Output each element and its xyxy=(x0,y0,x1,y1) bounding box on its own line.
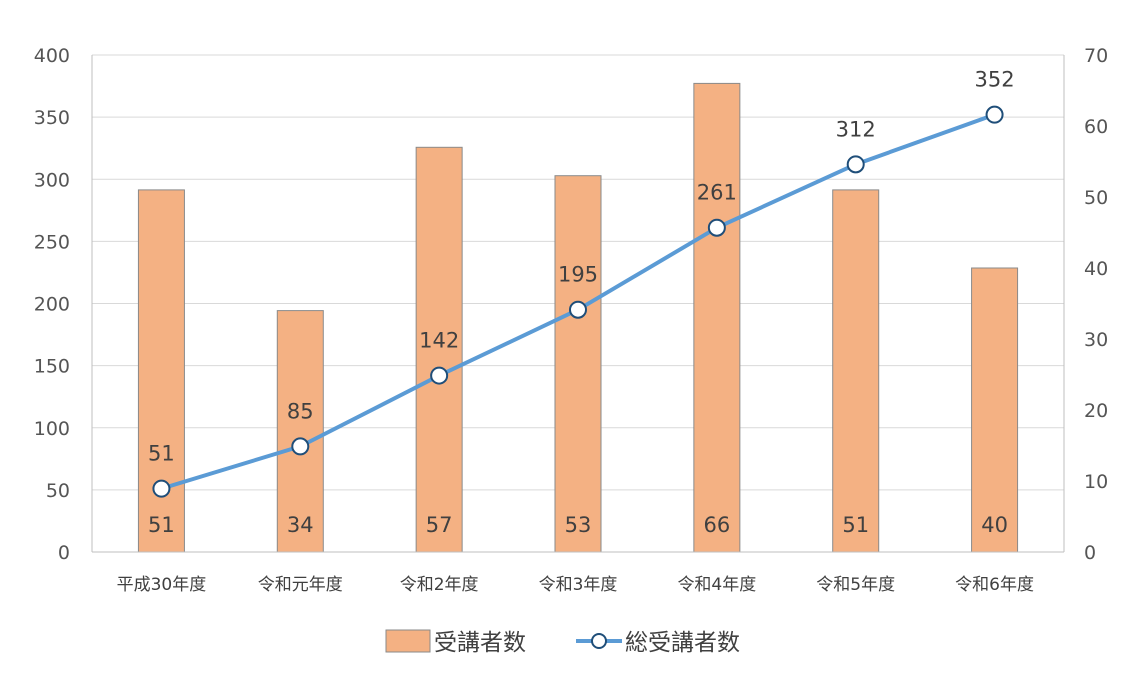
line-point xyxy=(707,218,726,237)
left-tick-label: 200 xyxy=(34,294,70,316)
line-point xyxy=(846,155,865,174)
x-tick-label: 令和4年度 xyxy=(677,575,756,595)
bar-data-label: 34 xyxy=(287,513,314,537)
data-labels: 51 34 57 53 66 51 40 51 85 142 195 261 312 352 xyxy=(148,68,1015,537)
right-tick-label: 40 xyxy=(1084,258,1108,280)
legend-label-line: 総受講者数 xyxy=(625,630,740,656)
bar-data-label: 51 xyxy=(148,513,175,537)
legend: 受講者数 総受講者数 xyxy=(385,629,740,656)
left-tick-label: 250 xyxy=(34,231,70,253)
line-data-label: 142 xyxy=(419,329,459,353)
line-data-label: 85 xyxy=(287,399,314,423)
line-data-label: 312 xyxy=(836,117,876,141)
bar xyxy=(971,267,1019,553)
bar xyxy=(137,189,185,553)
bar-data-label: 40 xyxy=(981,513,1008,537)
line-data-label: 352 xyxy=(975,68,1015,92)
x-tick-label: 令和2年度 xyxy=(400,575,479,595)
line-data-label: 195 xyxy=(558,263,598,287)
line-point xyxy=(291,437,310,456)
right-tick-label: 30 xyxy=(1084,329,1108,351)
legend-label-bar: 受講者数 xyxy=(434,630,526,656)
right-tick-label: 10 xyxy=(1084,471,1108,493)
left-tick-label: 300 xyxy=(34,169,70,191)
bar xyxy=(693,82,741,553)
bar-data-label: 66 xyxy=(703,513,730,537)
left-tick-label: 0 xyxy=(58,542,70,564)
right-tick-label: 60 xyxy=(1084,116,1108,138)
x-tick-label: 平成30年度 xyxy=(117,575,207,595)
left-tick-label: 50 xyxy=(46,480,70,502)
x-tick-label: 令和3年度 xyxy=(539,575,618,595)
bar xyxy=(554,175,602,553)
bar xyxy=(415,146,463,553)
x-tick-label: 令和元年度 xyxy=(258,575,343,595)
right-tick-label: 70 xyxy=(1084,45,1108,67)
bar-data-label: 57 xyxy=(426,513,453,537)
legend-swatch-marker xyxy=(591,633,607,649)
x-tick-label: 令和5年度 xyxy=(816,575,895,595)
bar-series xyxy=(137,82,1019,553)
line-point xyxy=(152,479,171,498)
x-tick-label: 令和6年度 xyxy=(955,575,1034,595)
bar-data-label: 51 xyxy=(842,513,869,537)
right-tick-label: 0 xyxy=(1084,542,1096,564)
line-series xyxy=(152,105,1004,498)
bar xyxy=(832,189,880,553)
bar-data-label: 53 xyxy=(565,513,592,537)
left-tick-label: 150 xyxy=(34,356,70,378)
right-tick-label: 50 xyxy=(1084,187,1108,209)
axes xyxy=(91,55,1065,553)
line-point xyxy=(569,300,587,319)
line-data-label: 261 xyxy=(697,181,737,205)
legend-swatch-bar xyxy=(385,629,431,653)
left-tick-label: 100 xyxy=(34,418,70,440)
line-data-label: 51 xyxy=(148,442,175,466)
left-tick-label: 400 xyxy=(34,45,70,67)
tick-labels: 0 50 100 150 200 250 300 350 400 0 10 20 30 40 50 60 70 平… xyxy=(34,45,1108,595)
left-tick-label: 350 xyxy=(34,107,70,129)
bar xyxy=(276,310,324,553)
right-tick-label: 20 xyxy=(1084,400,1108,422)
line-point xyxy=(985,105,1004,124)
line-point xyxy=(430,366,449,385)
